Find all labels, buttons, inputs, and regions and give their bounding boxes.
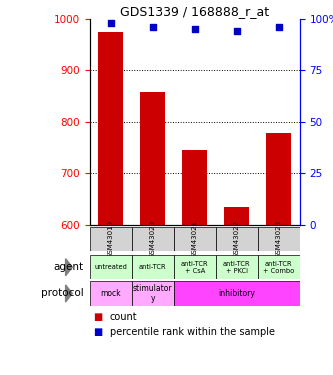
Text: GSM43019: GSM43019 [108,220,114,258]
Bar [174,255,216,279]
Bar [132,255,174,279]
Bar [174,227,216,251]
Bar [98,32,124,225]
Text: ■: ■ [93,312,103,322]
Bar [216,227,258,251]
Point [276,24,281,30]
Bar [182,150,207,225]
Text: count: count [110,312,138,322]
Text: GSM43021: GSM43021 [192,220,198,258]
Bar [90,281,132,306]
Bar [90,255,132,279]
Bar [132,281,174,306]
Text: agent: agent [53,262,83,272]
Bar [266,133,291,225]
Text: stimulator
y: stimulator y [133,284,172,303]
FancyArrow shape [66,259,72,276]
Text: GSM43023: GSM43023 [276,220,282,258]
Text: anti-TCR
+ Combo: anti-TCR + Combo [263,261,294,274]
Point [150,24,156,30]
Text: anti-TCR
+ CsA: anti-TCR + CsA [181,261,208,274]
Text: protocol: protocol [41,288,83,298]
Bar [132,227,174,251]
Bar [90,227,132,251]
Text: anti-TCR
+ PKCi: anti-TCR + PKCi [223,261,250,274]
Bar [258,227,300,251]
Title: GDS1339 / 168888_r_at: GDS1339 / 168888_r_at [120,4,269,18]
Text: anti-TCR: anti-TCR [139,264,166,270]
Text: GSM43022: GSM43022 [234,220,240,258]
Bar [140,92,166,225]
Text: GSM43020: GSM43020 [150,220,156,258]
Bar [216,255,258,279]
Point [108,20,114,26]
Point [192,26,197,32]
Bar [174,281,300,306]
Text: percentile rank within the sample: percentile rank within the sample [110,327,275,337]
Point [234,28,239,34]
Text: ■: ■ [93,327,103,337]
Text: mock: mock [101,289,121,298]
Bar [258,255,300,279]
Bar [224,207,249,225]
FancyArrow shape [66,285,72,302]
Text: inhibitory: inhibitory [218,289,255,298]
Text: untreated: untreated [95,264,127,270]
